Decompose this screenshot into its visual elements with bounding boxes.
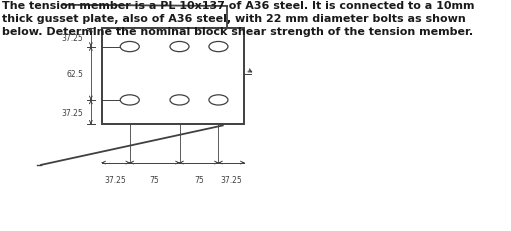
Text: 37.25: 37.25 bbox=[221, 176, 242, 185]
Text: 75: 75 bbox=[150, 176, 159, 185]
Text: 75: 75 bbox=[194, 176, 204, 185]
Text: The tension member is a PL 10x137 of A36 steel. It is connected to a 10mm
thick : The tension member is a PL 10x137 of A36… bbox=[2, 1, 475, 36]
Text: 37.25: 37.25 bbox=[61, 34, 83, 43]
Text: 37.25: 37.25 bbox=[105, 176, 127, 185]
Text: 62.5: 62.5 bbox=[66, 70, 83, 78]
Text: 37.25: 37.25 bbox=[61, 108, 83, 117]
